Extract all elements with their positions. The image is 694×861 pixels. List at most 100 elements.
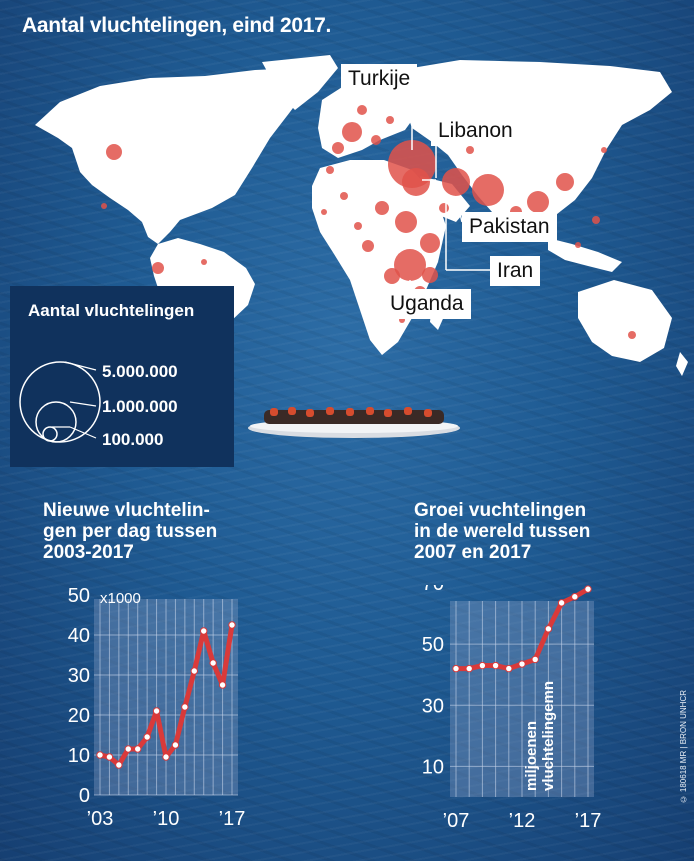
bubble-small-10	[575, 242, 581, 248]
y-tick-label: 50	[422, 634, 444, 656]
bubble-small-6	[371, 135, 381, 145]
y-tick-label: 50	[68, 585, 90, 607]
data-point	[571, 593, 579, 601]
data-point	[544, 625, 553, 633]
bubble-uganda	[394, 249, 426, 281]
y-tick-label: 30	[422, 695, 444, 717]
y-axis-label: vluchtelingemn	[540, 681, 557, 791]
unit-label: x1000	[100, 590, 141, 607]
x-tick-label: ’07	[443, 810, 470, 832]
data-point	[465, 664, 473, 673]
data-point	[115, 761, 123, 769]
y-tick-label: 70	[422, 585, 444, 595]
data-point	[557, 599, 566, 607]
bubble-small-13	[201, 259, 207, 265]
x-tick-label: ’03	[87, 808, 114, 830]
greenland	[262, 55, 338, 110]
data-point	[491, 661, 500, 670]
data-point	[531, 655, 539, 664]
bubble-small-4	[321, 209, 327, 215]
data-point	[200, 627, 208, 635]
bubble-small-14	[628, 331, 636, 339]
bubble-small-7	[466, 146, 474, 154]
data-point	[452, 664, 460, 673]
data-point	[228, 621, 236, 629]
y-axis-label: miljoenen	[523, 721, 540, 791]
legend-title: Aantal vluchtelingen	[28, 301, 195, 320]
data-point	[584, 585, 592, 593]
bubble-pakistan	[442, 168, 470, 196]
label-iran: Iran	[490, 256, 541, 286]
chart1-title-line: gen per dag tussen	[43, 521, 218, 542]
bubble-small-2	[340, 192, 348, 200]
chart2-title-line: 2007 en 2017	[414, 542, 532, 563]
bubble-dr-congo	[384, 268, 400, 284]
chart2-title-line: Groei vuchtelingen	[414, 500, 587, 521]
chart1-svg: 50 40 30 20 10 0’03 ’10 ’17 x1000	[68, 585, 246, 830]
boat-illustration	[248, 407, 460, 438]
arabia	[420, 176, 470, 222]
data-point	[209, 659, 217, 667]
legend-label-100k: 100.000	[102, 430, 164, 449]
bubble-ethiopia	[420, 233, 440, 253]
data-point	[218, 681, 227, 689]
legend-circles	[19, 361, 101, 443]
credit: © 180618 MR | BRON UNHCR	[679, 690, 688, 804]
y-tick-label: 30	[68, 665, 90, 687]
legend-circle-medium	[35, 401, 77, 443]
x-tick-label: ’17	[219, 808, 246, 830]
legend-label-5m: 5.000.000	[102, 362, 178, 381]
chart1-title-line: 2003-2017	[43, 542, 134, 563]
y-tick-label: 10	[68, 745, 90, 767]
bubble-iran	[472, 174, 504, 206]
chart1-title: Nieuwe vluchtelin- gen per dag tussen 20…	[43, 500, 217, 563]
bubble-chad	[375, 201, 389, 215]
bubble-france	[332, 142, 344, 154]
bubble-small-17	[439, 203, 449, 213]
bubble-small-12	[152, 262, 164, 274]
bubble-small-11	[601, 147, 607, 153]
label-turkije: Turkije	[341, 64, 418, 94]
chart1-title-line: Nieuwe vluchtelin-	[43, 500, 210, 521]
page-title: Aantal vluchtelingen, eind 2017.	[22, 14, 331, 37]
bubble-cameroon	[362, 240, 374, 252]
data-point	[505, 664, 513, 673]
data-point	[478, 661, 487, 670]
bubble-usa	[106, 144, 122, 160]
new-zealand	[676, 352, 688, 376]
data-point	[190, 667, 198, 675]
data-point	[143, 733, 151, 741]
y-tick-label: 10	[422, 756, 444, 778]
x-tick-label: ’10	[153, 808, 180, 830]
chart2-title-line: in de wereld tussen	[414, 521, 591, 542]
y-tick-label: 0	[79, 785, 90, 807]
asia	[400, 60, 672, 232]
bubble-small-9	[592, 216, 600, 224]
chart2-title: Groei vuchtelingen in de wereld tussen 2…	[414, 500, 590, 563]
bubble-germany	[342, 122, 362, 142]
bubble-small-15	[101, 203, 107, 209]
data-point	[124, 745, 132, 753]
data-point	[518, 660, 526, 668]
y-tick-label: 40	[68, 625, 90, 647]
data-point	[152, 707, 161, 715]
australia	[578, 280, 672, 362]
se-asia	[548, 238, 622, 272]
legend-circle-small	[42, 426, 58, 442]
data-point	[105, 753, 114, 761]
label-uganda: Uganda	[383, 289, 471, 319]
legend-label-1m: 1.000.000	[102, 397, 178, 416]
north-america	[35, 68, 310, 244]
data-point	[162, 753, 170, 761]
bubble-small-5	[386, 116, 394, 124]
bubble-bangladesh	[527, 191, 549, 213]
data-point	[96, 751, 104, 759]
label-pakistan: Pakistan	[462, 212, 557, 242]
label-libanon: Libanon	[431, 116, 520, 146]
bubble-small-3	[354, 222, 362, 230]
bubble-sweden	[357, 105, 367, 115]
bubble-kenya	[422, 267, 438, 283]
bubble-china	[556, 173, 574, 191]
data-point	[171, 741, 180, 749]
